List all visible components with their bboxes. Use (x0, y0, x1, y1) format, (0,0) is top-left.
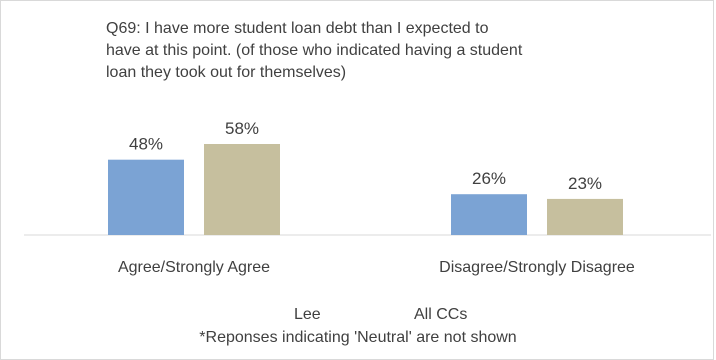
category-label: Agree/Strongly Agree (118, 259, 270, 276)
data-label: 23% (568, 174, 602, 193)
legend-item-lee: Lee (294, 306, 321, 324)
chart-title: Q69: I have more student loan debt than … (106, 20, 523, 81)
bar-chart: 48% 58% Agree/Strongly Agree 26% 23% Disagree… (24, 119, 711, 276)
category-label: Disagree/Strongly Disagree (439, 259, 635, 276)
bar-lee-0 (108, 159, 184, 235)
legend-label-all-ccs: All CCs (414, 306, 468, 323)
data-label: 48% (129, 135, 163, 154)
bar-lee-1 (451, 194, 527, 235)
bar-all-ccs-1 (547, 198, 623, 235)
data-label: 58% (225, 119, 259, 138)
bar-all-ccs-0 (204, 144, 280, 235)
legend-label-lee: Lee (294, 306, 321, 323)
data-label: 26% (472, 169, 506, 188)
footnote: *Reponses indicating 'Neutral' are not s… (199, 329, 517, 346)
legend-item-all-ccs: All CCs (414, 306, 467, 324)
